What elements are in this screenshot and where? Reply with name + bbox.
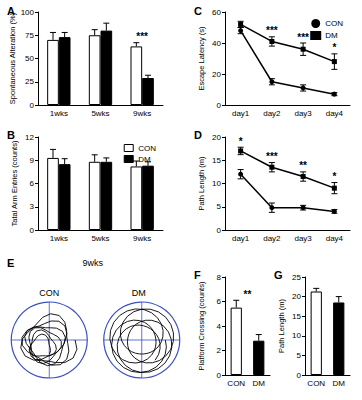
svg-text:***: *** [266, 151, 278, 162]
svg-text:50: 50 [25, 54, 34, 63]
svg-text:0: 0 [30, 226, 35, 235]
svg-text:100: 100 [21, 8, 35, 17]
svg-text:1wks: 1wks [50, 109, 68, 118]
svg-text:B: B [7, 129, 15, 141]
svg-text:***: *** [297, 32, 309, 43]
svg-text:Spontaneous Alteration (%): Spontaneous Alteration (%) [8, 12, 17, 104]
svg-text:E: E [7, 257, 14, 269]
svg-text:6: 6 [30, 179, 35, 188]
svg-text:25: 25 [25, 77, 34, 86]
svg-text:5wks: 5wks [91, 109, 109, 118]
svg-text:10: 10 [292, 331, 301, 340]
svg-text:Path Length (m): Path Length (m) [277, 299, 286, 353]
svg-text:0: 0 [297, 371, 302, 380]
svg-text:DM: DM [132, 288, 146, 298]
svg-text:9wks: 9wks [133, 234, 151, 243]
svg-text:60: 60 [212, 8, 221, 17]
svg-text:A: A [7, 5, 15, 17]
svg-text:day2: day2 [263, 109, 281, 118]
svg-text:75: 75 [25, 31, 34, 40]
svg-text:G: G [274, 269, 283, 281]
svg-text:15: 15 [212, 156, 221, 165]
svg-text:C: C [194, 5, 202, 17]
svg-text:F: F [194, 269, 201, 281]
svg-text:10: 10 [212, 179, 221, 188]
svg-text:*: * [332, 42, 336, 53]
svg-text:6: 6 [217, 297, 222, 306]
svg-text:day1: day1 [232, 109, 250, 118]
svg-text:CON: CON [307, 379, 325, 388]
svg-text:5: 5 [297, 351, 302, 360]
svg-text:CON: CON [227, 379, 245, 388]
svg-text:12: 12 [25, 133, 34, 142]
svg-text:0: 0 [217, 101, 222, 110]
svg-text:day1: day1 [232, 234, 250, 243]
svg-text:1wks: 1wks [50, 234, 68, 243]
svg-text:DM: DM [333, 379, 346, 388]
svg-text:5wks: 5wks [91, 234, 109, 243]
svg-text:D: D [194, 129, 202, 141]
svg-text:***: *** [136, 31, 148, 42]
svg-text:DM: DM [325, 31, 338, 40]
svg-text:day3: day3 [294, 234, 312, 243]
svg-text:Path Length (m): Path Length (m) [197, 156, 206, 210]
svg-text:0: 0 [217, 371, 222, 380]
svg-text:*: * [239, 136, 243, 147]
svg-text:***: *** [266, 25, 278, 36]
svg-text:0: 0 [30, 101, 35, 110]
svg-text:day4: day4 [326, 109, 344, 118]
svg-text:**: ** [299, 160, 307, 171]
svg-text:20: 20 [292, 292, 301, 301]
svg-text:CON: CON [39, 288, 59, 298]
svg-text:40: 40 [212, 39, 221, 48]
svg-text:20: 20 [212, 133, 221, 142]
svg-text:CON: CON [325, 19, 343, 28]
svg-text:9wks: 9wks [83, 258, 104, 268]
svg-text:DM: DM [253, 379, 266, 388]
svg-text:8: 8 [217, 273, 222, 282]
svg-text:0: 0 [217, 226, 222, 235]
svg-text:9wks: 9wks [133, 109, 151, 118]
svg-text:2: 2 [217, 346, 222, 355]
svg-text:*: * [332, 171, 336, 182]
svg-text:5: 5 [217, 202, 222, 211]
svg-text:Tatal Arm Entries (counts): Tatal Arm Entries (counts) [10, 140, 19, 226]
svg-text:4: 4 [217, 322, 222, 331]
svg-text:9: 9 [30, 156, 35, 165]
svg-text:day3: day3 [294, 109, 312, 118]
svg-text:Platform Crossing (counts): Platform Crossing (counts) [197, 281, 206, 370]
svg-text:**: ** [244, 289, 252, 300]
svg-text:Escape Latency (s): Escape Latency (s) [197, 26, 206, 91]
svg-text:day4: day4 [326, 234, 344, 243]
svg-text:DM: DM [138, 155, 151, 164]
svg-text:15: 15 [292, 312, 301, 321]
svg-text:CON: CON [138, 144, 156, 153]
svg-text:day2: day2 [263, 234, 281, 243]
svg-text:3: 3 [30, 202, 35, 211]
svg-text:20: 20 [212, 70, 221, 79]
svg-text:25: 25 [292, 273, 301, 282]
